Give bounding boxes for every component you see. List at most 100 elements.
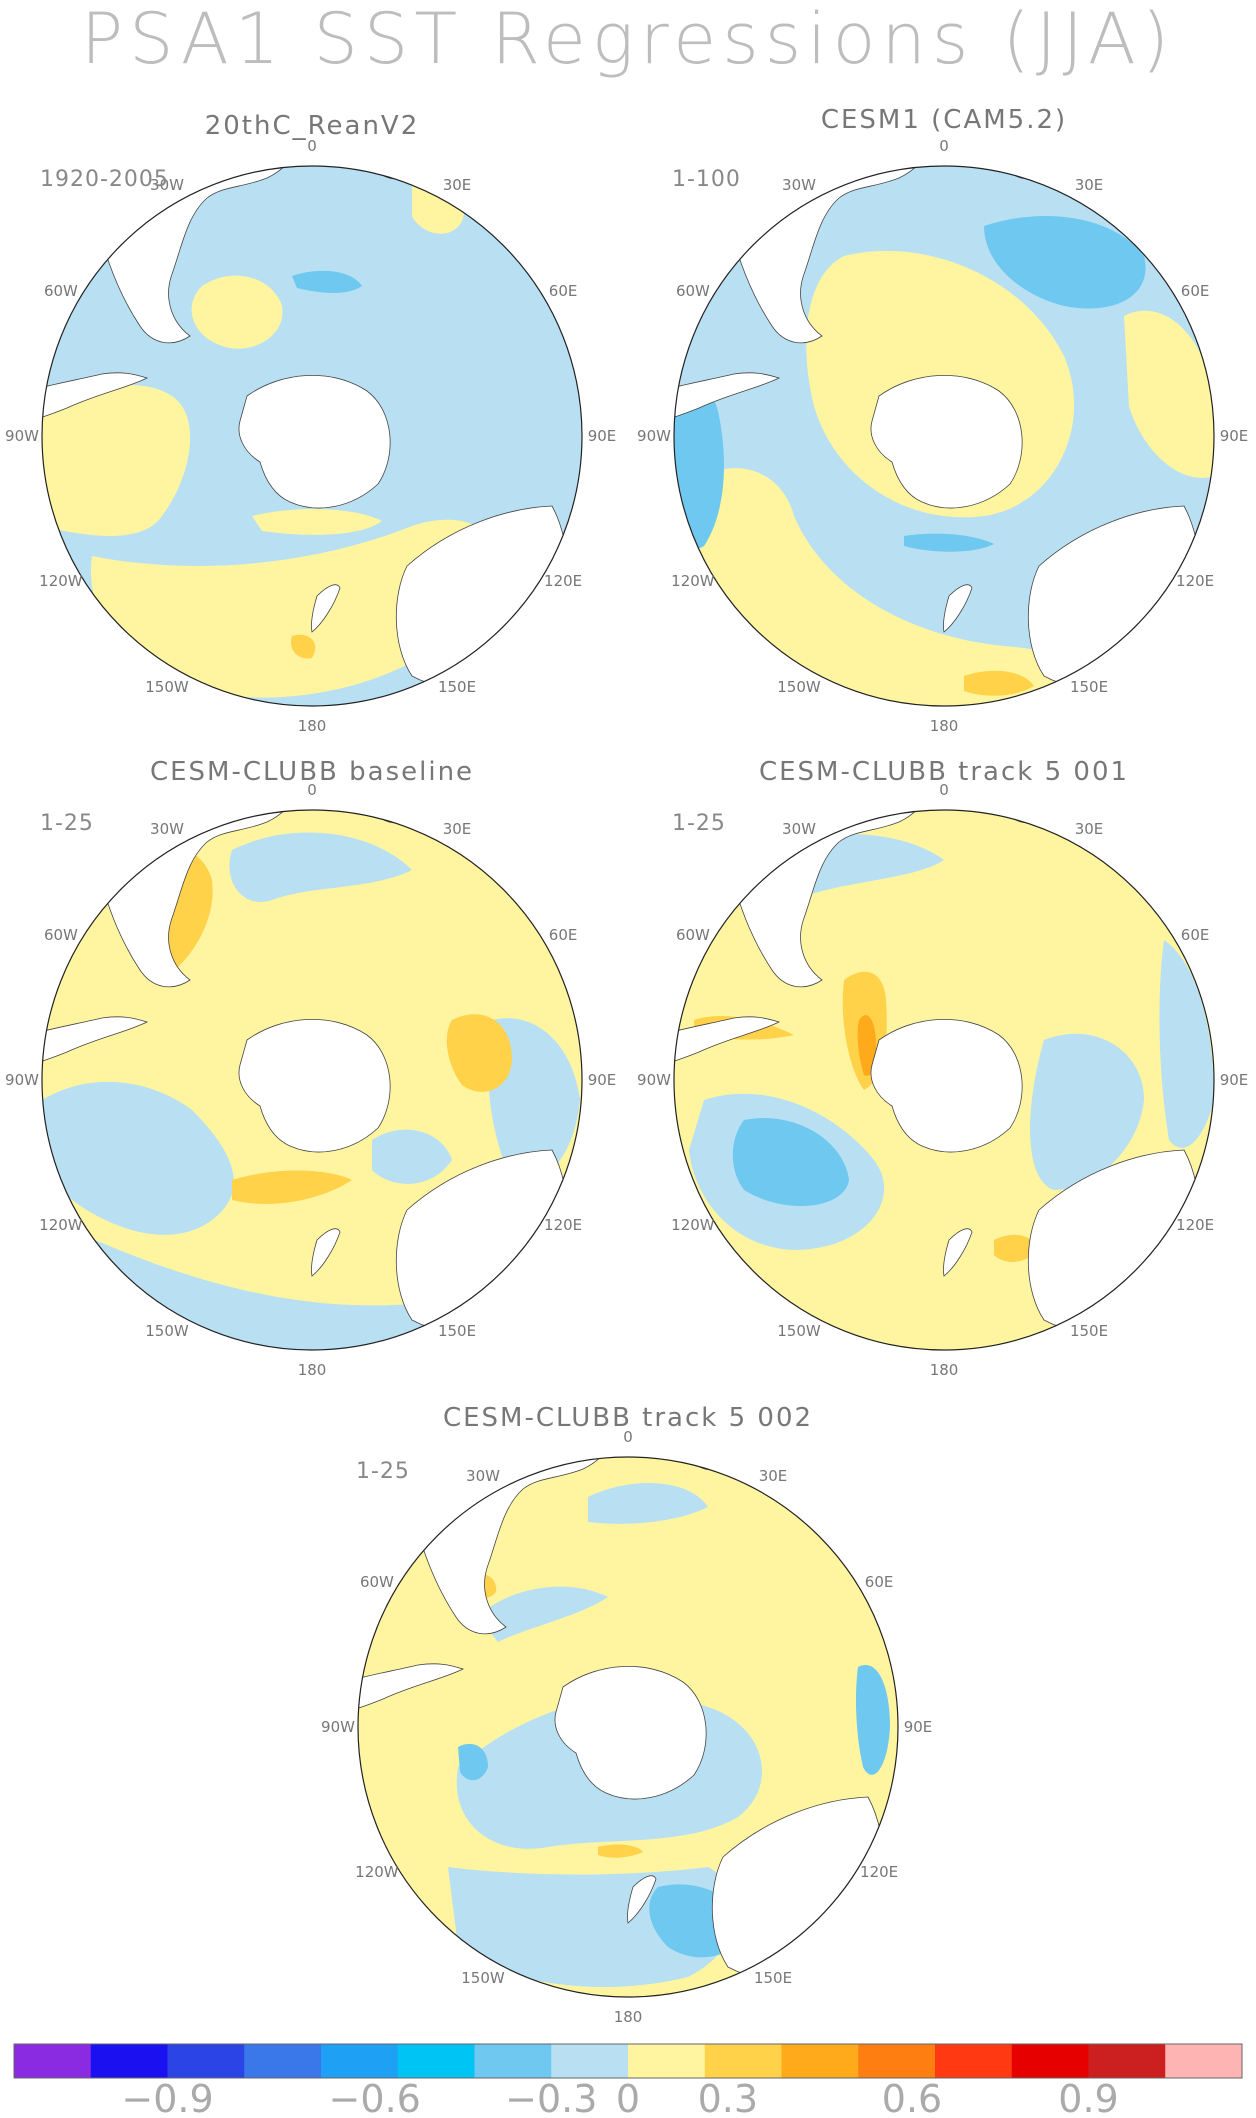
map-panel-2-anomaly-neg — [904, 533, 994, 552]
longitude-label: 60E — [865, 1573, 894, 1591]
longitude-label: 180 — [298, 1361, 327, 1379]
map-panel-2: 0 30E 60E 90E 120E 150E 180 150W 120W 90W 60W 30W — [637, 137, 1249, 735]
longitude-label: 60W — [44, 282, 78, 300]
map-panel-4-frame — [673, 809, 1215, 1351]
longitude-label: 180 — [930, 717, 959, 735]
map-panel-4: 0 30E 60E 90E 120E 150E 180 150W 120W 90W 60W 30W — [637, 781, 1249, 1379]
longitude-label: 60W — [44, 926, 78, 944]
longitude-label: 90W — [5, 427, 39, 445]
longitude-label: 0 — [939, 137, 949, 155]
longitude-label: 30W — [150, 176, 184, 194]
colorbar-swatch — [704, 2044, 782, 2078]
longitude-label: 90W — [5, 1071, 39, 1089]
map-panel-2-anomaly-pos-strong — [964, 670, 1034, 696]
longitude-label: 120E — [544, 572, 582, 590]
map-panel-2-anomaly-neg — [674, 385, 724, 549]
main-title: PSA1 SST Regressions (JJA) — [80, 0, 1176, 80]
map-panel-2-frame — [673, 165, 1215, 707]
panel-period-2: 1-100 — [672, 167, 741, 192]
longitude-label: 90E — [904, 1718, 933, 1736]
colorbar-swatch — [1088, 2044, 1166, 2078]
map-panel-1-frame — [41, 165, 583, 707]
colorbar-tick-label: 0 — [616, 2077, 640, 2118]
longitude-label: 30E — [1075, 820, 1104, 838]
longitude-label: 150W — [145, 1322, 189, 1340]
map-panel-1-anomaly-pos — [191, 275, 283, 349]
colorbar-swatch — [628, 2044, 706, 2078]
colorbar-swatch — [474, 2044, 552, 2078]
longitude-label: 60W — [676, 926, 710, 944]
longitude-label: 90E — [1220, 427, 1249, 445]
colorbar-tick-label: −0.3 — [505, 2077, 597, 2118]
longitude-label: 90E — [588, 1071, 617, 1089]
longitude-label: 150W — [461, 1969, 505, 1987]
longitude-label: 180 — [298, 717, 327, 735]
panel-period-1: 1920-2005 — [40, 167, 169, 192]
longitude-label: 60E — [1181, 282, 1210, 300]
map-panel-3-anomaly-neg — [229, 832, 412, 902]
longitude-label: 30E — [759, 1467, 788, 1485]
longitude-label: 150E — [1070, 1322, 1108, 1340]
map-panel-1: 0 30E 60E 90E 120E 150E 180 150W 120W 90W 60W 30W — [5, 137, 616, 735]
longitude-label: 150W — [145, 678, 189, 696]
longitude-label: 30E — [1075, 176, 1104, 194]
longitude-label: 150E — [438, 678, 476, 696]
map-panel-4-anomaly-neg — [1030, 1033, 1144, 1190]
longitude-label: 120E — [1176, 1216, 1214, 1234]
longitude-label: 90E — [1220, 1071, 1249, 1089]
longitude-label: 120E — [860, 1863, 898, 1881]
map-panel-3-anomaly-pos-strong — [446, 1014, 512, 1092]
panel-title-5: CESM-CLUBB track 5 002 — [443, 1403, 813, 1433]
colorbar-swatch — [14, 2044, 92, 2078]
colorbar-tick-label: −0.6 — [329, 2077, 421, 2118]
longitude-label: 0 — [307, 781, 317, 799]
longitude-label: 30W — [782, 176, 816, 194]
colorbar-swatch — [781, 2044, 859, 2078]
longitude-label: 60W — [676, 282, 710, 300]
longitude-label: 150E — [438, 1322, 476, 1340]
longitude-label: 150E — [1070, 678, 1108, 696]
longitude-label: 150W — [777, 1322, 821, 1340]
longitude-label: 150E — [754, 1969, 792, 1987]
longitude-label: 0 — [623, 1428, 633, 1446]
longitude-label: 30E — [443, 176, 472, 194]
longitude-label: 30W — [150, 820, 184, 838]
panel-title-4: CESM-CLUBB track 5 001 — [759, 757, 1129, 787]
longitude-label: 30W — [782, 820, 816, 838]
colorbar: −0.9 −0.6 −0.3 0 0.3 0.6 0.9 — [13, 2043, 1243, 2118]
colorbar-swatch — [935, 2044, 1013, 2078]
map-panel-3-anomaly-pos-strong — [232, 1170, 352, 1204]
longitude-label: 0 — [939, 781, 949, 799]
longitude-label: 60W — [360, 1573, 394, 1591]
longitude-label: 90W — [637, 1071, 671, 1089]
longitude-label: 120W — [39, 1216, 83, 1234]
panel-title-2: CESM1 (CAM5.2) — [821, 105, 1067, 135]
panel-period-5: 1-25 — [356, 1459, 410, 1484]
map-panel-5-anomaly-pos-strong — [598, 1844, 643, 1858]
map-panel-2-anomaly-pos — [1124, 310, 1214, 478]
map-panel-4-anomaly-neg-moderate — [732, 1118, 849, 1207]
longitude-label: 180 — [930, 1361, 959, 1379]
longitude-label: 60E — [549, 926, 578, 944]
panel-title-3: CESM-CLUBB baseline — [150, 757, 474, 787]
colorbar-tick-label: 0.3 — [698, 2077, 758, 2118]
colorbar-swatch — [90, 2044, 168, 2078]
longitude-label: 90W — [321, 1718, 355, 1736]
longitude-label: 120E — [1176, 572, 1214, 590]
longitude-label: 120W — [355, 1863, 399, 1881]
panel-period-4: 1-25 — [672, 811, 726, 836]
map-panel-3-anomaly-neg — [372, 1129, 452, 1184]
longitude-label: 150W — [777, 678, 821, 696]
longitude-label: 30W — [466, 1467, 500, 1485]
map-panel-1-anomaly-pos — [252, 509, 382, 535]
map-panel-5-anomaly-neg — [588, 1483, 708, 1524]
map-panel-5-anomaly-neg-moderate — [855, 1665, 890, 1775]
colorbar-tick-label: −0.9 — [121, 2077, 213, 2118]
map-panel-4-anomaly-pos-strong — [994, 1234, 1039, 1262]
longitude-label: 120W — [671, 572, 715, 590]
longitude-label: 0 — [307, 137, 317, 155]
colorbar-swatch — [551, 2044, 629, 2078]
longitude-label: 90W — [637, 427, 671, 445]
longitude-label: 60E — [549, 282, 578, 300]
colorbar-swatch — [1011, 2044, 1089, 2078]
